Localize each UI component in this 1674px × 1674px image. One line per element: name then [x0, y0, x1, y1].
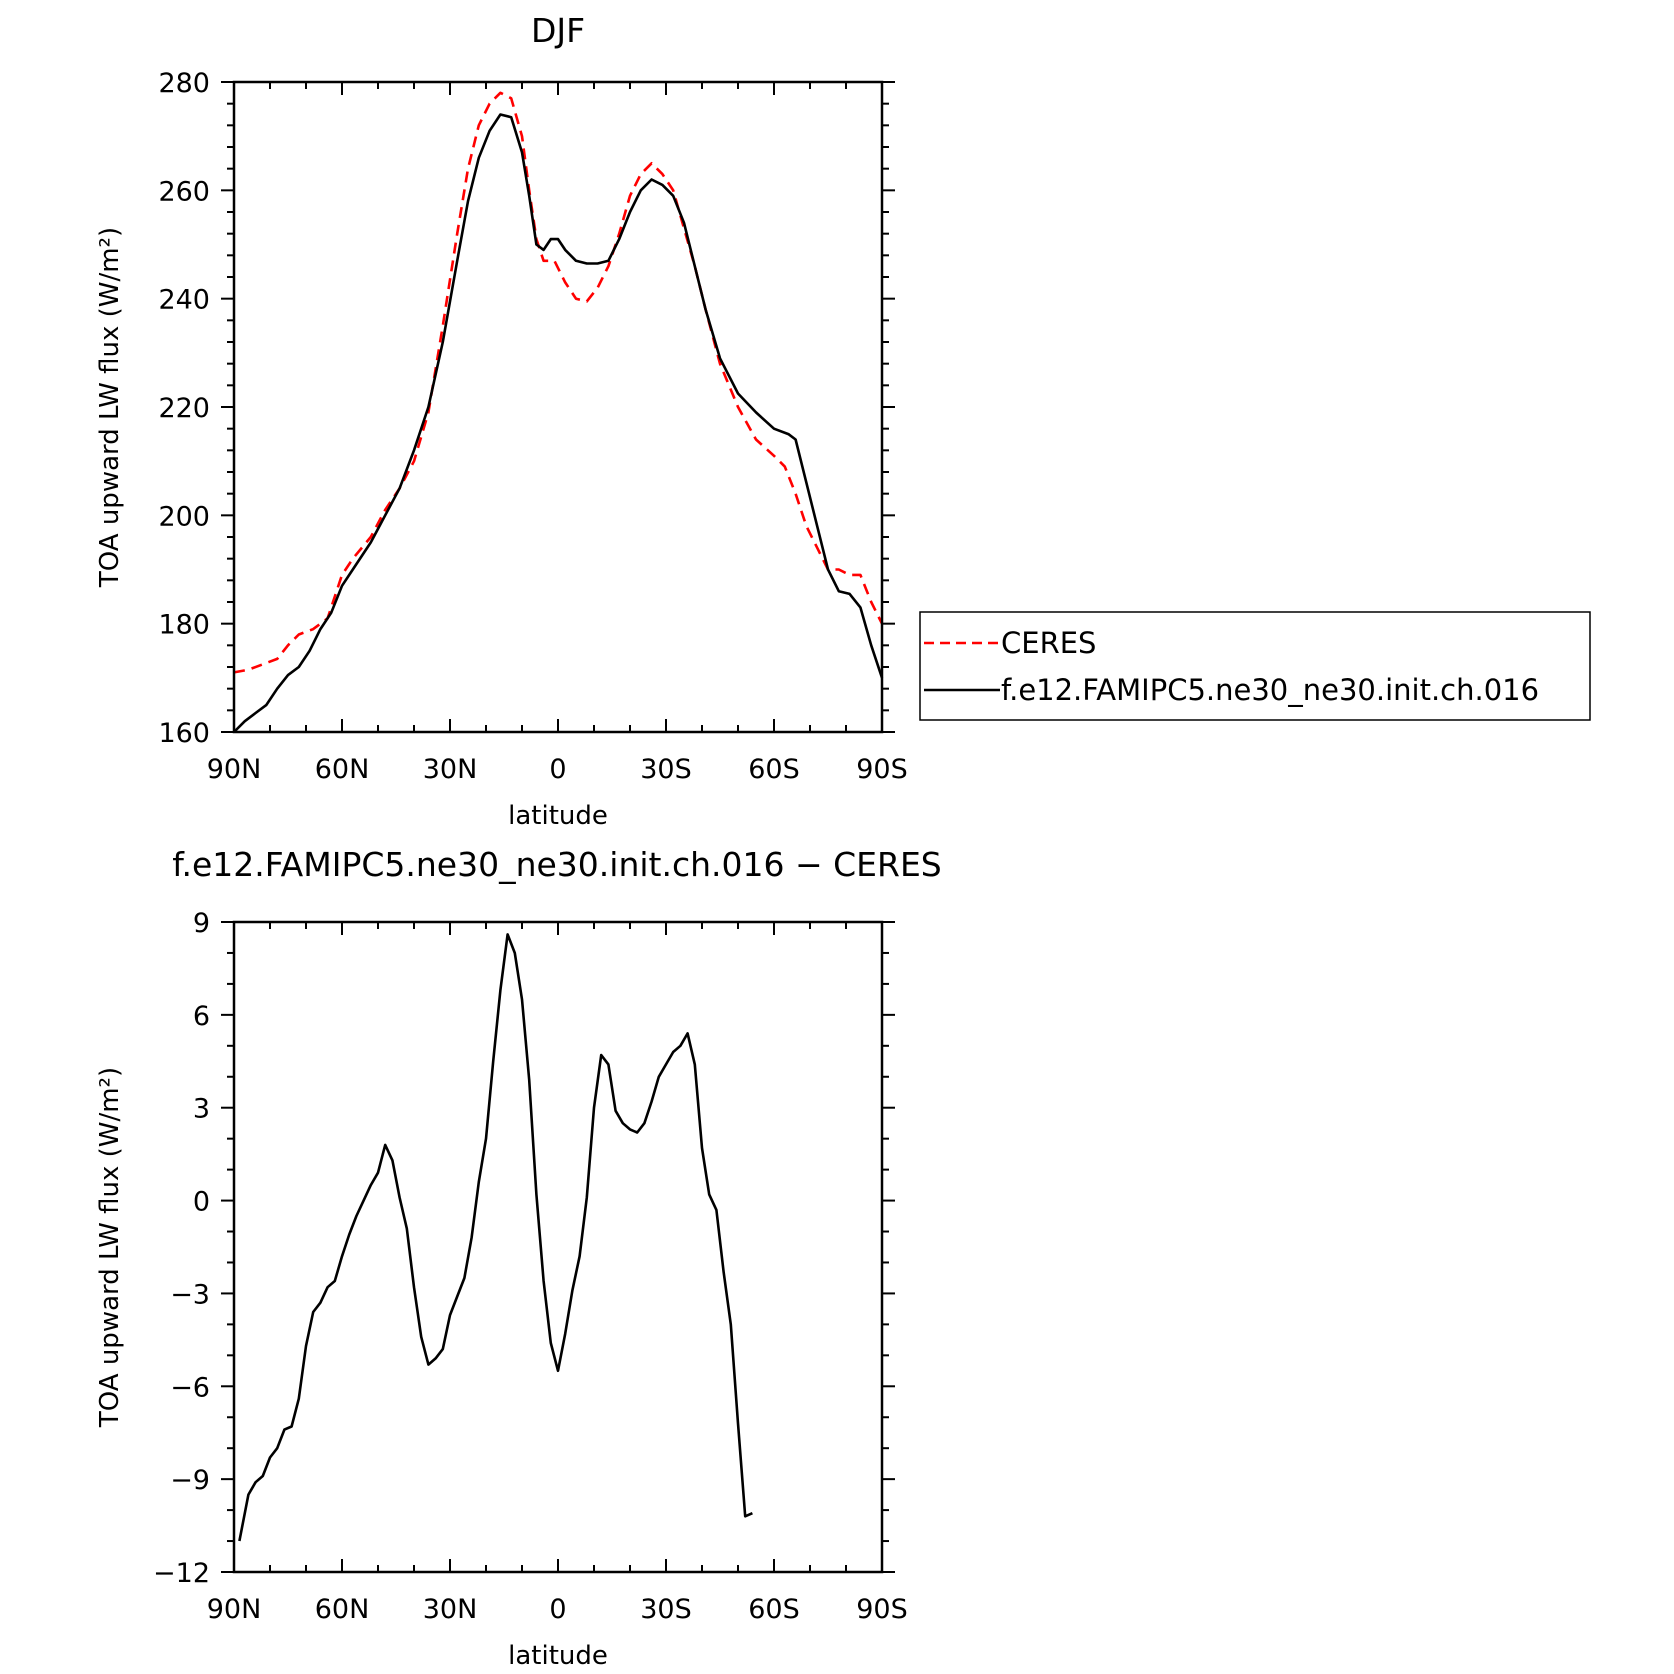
top-y-tick-labels: 160 180 200 220 240 260 280: [158, 68, 210, 749]
x-tick-label: 90S: [856, 1594, 908, 1625]
x-tick-label: 60N: [315, 754, 370, 785]
x-tick-label: 60N: [315, 1594, 370, 1625]
x-tick-label: 60S: [748, 754, 800, 785]
top-series-lines: [233, 91, 884, 733]
ceres-line-top: [233, 91, 884, 674]
bottom-chart-title: f.e12.FAMIPC5.ne30_ne30.init.ch.016 − CE…: [172, 845, 942, 884]
x-tick-label: 90N: [207, 1594, 262, 1625]
x-tick-label: 0: [549, 1594, 566, 1625]
bottom-y-axis-label: TOA upward LW flux (W/m²): [95, 1067, 125, 1428]
bottom-axes: [221, 920, 895, 1574]
y-tick-label: −12: [153, 1558, 210, 1589]
y-tick-label: 260: [158, 176, 210, 207]
bottom-x-tick-labels: 90N 60N 30N 0 30S 60S 90S: [207, 1594, 908, 1625]
legend-model-label: f.e12.FAMIPC5.ne30_ne30.init.ch.016: [1001, 673, 1539, 707]
top-x-axis-label: latitude: [508, 801, 608, 831]
top-axes: [221, 80, 895, 734]
top-chart-title: DJF: [531, 11, 585, 50]
legend: CERES f.e12.FAMIPC5.ne30_ne30.init.ch.01…: [919, 611, 1591, 721]
model-line-diff: [238, 933, 753, 1542]
x-tick-label: 90S: [856, 754, 908, 785]
y-tick-label: −6: [170, 1372, 210, 1403]
y-tick-label: 160: [158, 718, 210, 749]
plot-frame: [232, 80, 884, 734]
top-panel: DJF 160 180 200 220 240 260 280 90N 60N 30N 0 30S 6…: [95, 11, 1591, 831]
legend-ceres-label: CERES: [1001, 626, 1096, 660]
bottom-panel: f.e12.FAMIPC5.ne30_ne30.init.ch.016 − CE…: [95, 845, 942, 1671]
y-tick-label: 180: [158, 610, 210, 641]
x-tick-label: 30N: [423, 1594, 478, 1625]
y-tick-label: 9: [193, 908, 210, 939]
bottom-x-axis-label: latitude: [508, 1641, 608, 1671]
x-tick-label: 90N: [207, 754, 262, 785]
x-tick-label: 60S: [748, 1594, 800, 1625]
x-tick-label: 30S: [640, 754, 692, 785]
y-tick-label: 6: [193, 1001, 210, 1032]
x-tick-label: 30S: [640, 1594, 692, 1625]
y-tick-label: 280: [158, 68, 210, 99]
x-tick-label: 0: [549, 754, 566, 785]
y-tick-label: 3: [193, 1094, 210, 1125]
bottom-y-tick-labels: −12 −9 −6 −3 0 3 6 9: [153, 908, 210, 1589]
x-tick-label: 30N: [423, 754, 478, 785]
y-tick-label: 240: [158, 285, 210, 316]
y-tick-label: −3: [170, 1279, 210, 1310]
top-x-tick-labels: 90N 60N 30N 0 30S 60S 90S: [207, 754, 908, 785]
bottom-series-lines: [238, 933, 753, 1542]
y-tick-label: −9: [170, 1465, 210, 1496]
model-line-top: [233, 113, 884, 733]
y-tick-label: 220: [158, 393, 210, 424]
legend-box: [919, 611, 1591, 721]
y-tick-label: 200: [158, 501, 210, 532]
y-tick-label: 0: [193, 1187, 210, 1218]
top-y-axis-label: TOA upward LW flux (W/m²): [95, 227, 125, 588]
plot-frame: [232, 920, 884, 1574]
